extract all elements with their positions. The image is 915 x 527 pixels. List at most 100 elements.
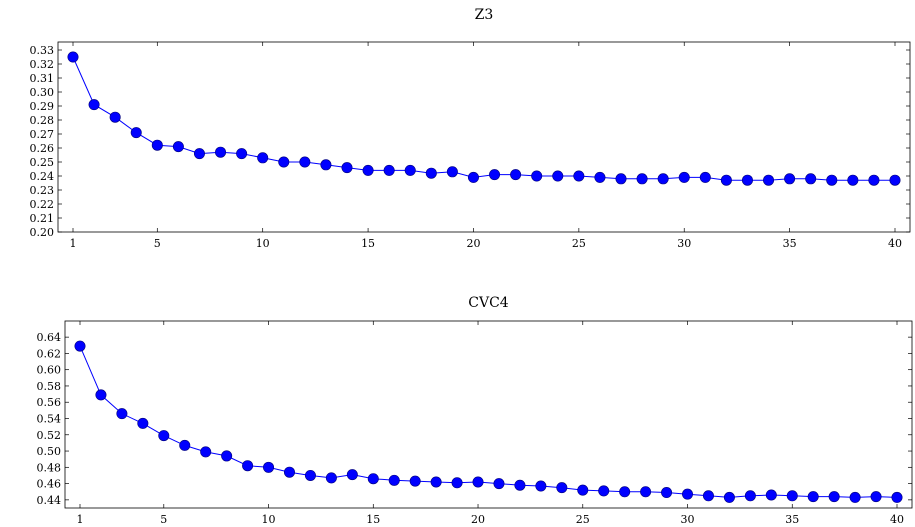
y-tick-label: 0.27	[30, 128, 55, 141]
data-point	[636, 173, 648, 185]
chart-z3: Z30.200.210.220.230.240.250.260.270.280.…	[30, 7, 911, 250]
data-point	[594, 171, 606, 183]
y-tick-label: 0.31	[30, 72, 55, 85]
y-tick-label: 0.22	[30, 198, 55, 211]
data-point	[109, 111, 121, 123]
data-point	[409, 475, 421, 487]
data-point	[531, 170, 543, 182]
x-tick-label: 20	[466, 237, 480, 250]
data-point	[891, 491, 903, 503]
data-point	[130, 127, 142, 139]
series-line	[79, 345, 898, 498]
data-point	[828, 491, 840, 503]
chart-title: CVC4	[468, 295, 509, 311]
data-point	[325, 472, 337, 484]
data-point	[493, 478, 505, 490]
data-point	[425, 167, 437, 179]
x-tick-label: 30	[681, 513, 695, 526]
y-tick-label: 0.64	[37, 331, 62, 344]
data-point	[741, 174, 753, 186]
x-tick-label: 25	[572, 237, 586, 250]
data-point	[682, 488, 694, 500]
data-point	[283, 466, 295, 478]
data-point	[678, 171, 690, 183]
x-tick-label: 35	[785, 513, 799, 526]
x-tick-label: 1	[70, 237, 77, 250]
chart-title: Z3	[475, 7, 494, 23]
x-tick-label: 25	[576, 513, 590, 526]
data-point	[661, 487, 673, 499]
y-tick-label: 0.21	[30, 212, 55, 225]
data-point	[510, 169, 522, 181]
y-tick-label: 0.50	[37, 445, 62, 458]
data-point	[723, 491, 735, 503]
data-point	[172, 141, 184, 153]
data-point	[95, 389, 107, 401]
data-point	[74, 340, 86, 352]
x-tick-label: 5	[154, 237, 161, 250]
y-tick-label: 0.48	[37, 461, 62, 474]
x-tick-label: 40	[888, 237, 902, 250]
data-point	[236, 148, 248, 160]
y-tick-label: 0.46	[37, 478, 62, 491]
data-point	[472, 476, 484, 488]
data-point	[388, 474, 400, 486]
data-point	[784, 173, 796, 185]
y-tick-label: 0.62	[37, 347, 62, 360]
data-point	[430, 476, 442, 488]
data-point	[299, 156, 311, 168]
data-point	[573, 170, 585, 182]
y-tick-label: 0.32	[30, 58, 55, 71]
y-tick-label: 0.29	[30, 100, 55, 113]
data-point	[765, 489, 777, 501]
data-point	[598, 485, 610, 497]
plot-frame	[64, 320, 913, 509]
data-point	[383, 164, 395, 176]
data-point	[304, 469, 316, 481]
data-point	[807, 491, 819, 503]
y-tick-label: 0.54	[37, 413, 62, 426]
chart-cvc4: CVC4 0.44 0.46 0.48 0.50 0.52 0.54 0.56 0.58 0.60…	[37, 295, 913, 526]
y-tick-label: 0.58	[37, 380, 62, 393]
x-tick-label: 35	[783, 237, 797, 250]
data-point	[849, 491, 861, 503]
data-point	[489, 169, 501, 181]
y-tick-label: 0.28	[30, 114, 55, 127]
data-point	[826, 174, 838, 186]
x-tick-label: 15	[366, 513, 380, 526]
data-point	[699, 171, 711, 183]
data-point	[889, 174, 901, 186]
data-point	[151, 139, 163, 151]
data-point	[116, 408, 128, 420]
data-point	[367, 473, 379, 485]
data-point	[278, 156, 290, 168]
x-tick-label: 5	[160, 513, 167, 526]
data-point	[451, 477, 463, 489]
x-tick-label: 40	[890, 513, 904, 526]
x-tick-label: 20	[471, 513, 485, 526]
data-point	[805, 173, 817, 185]
data-point	[341, 162, 353, 174]
data-point	[535, 480, 547, 492]
y-tick-label: 0.23	[30, 184, 55, 197]
data-point	[346, 469, 358, 481]
data-point	[88, 99, 100, 111]
data-point	[552, 170, 564, 182]
data-point	[193, 148, 205, 160]
x-tick-label: 30	[677, 237, 691, 250]
data-point	[362, 164, 374, 176]
y-tick-label: 0.25	[30, 156, 55, 169]
data-point	[514, 479, 526, 491]
data-point	[615, 173, 627, 185]
y-tick-label: 0.60	[37, 364, 62, 377]
y-tick-label: 0.33	[30, 44, 55, 57]
data-point	[786, 490, 798, 502]
plot-frame	[57, 41, 911, 233]
x-tick-label: 15	[361, 237, 375, 250]
x-tick-label: 10	[256, 237, 270, 250]
data-point	[215, 146, 227, 158]
data-point	[179, 439, 191, 451]
data-point	[446, 166, 458, 178]
y-tick-label: 0.44	[37, 494, 62, 507]
